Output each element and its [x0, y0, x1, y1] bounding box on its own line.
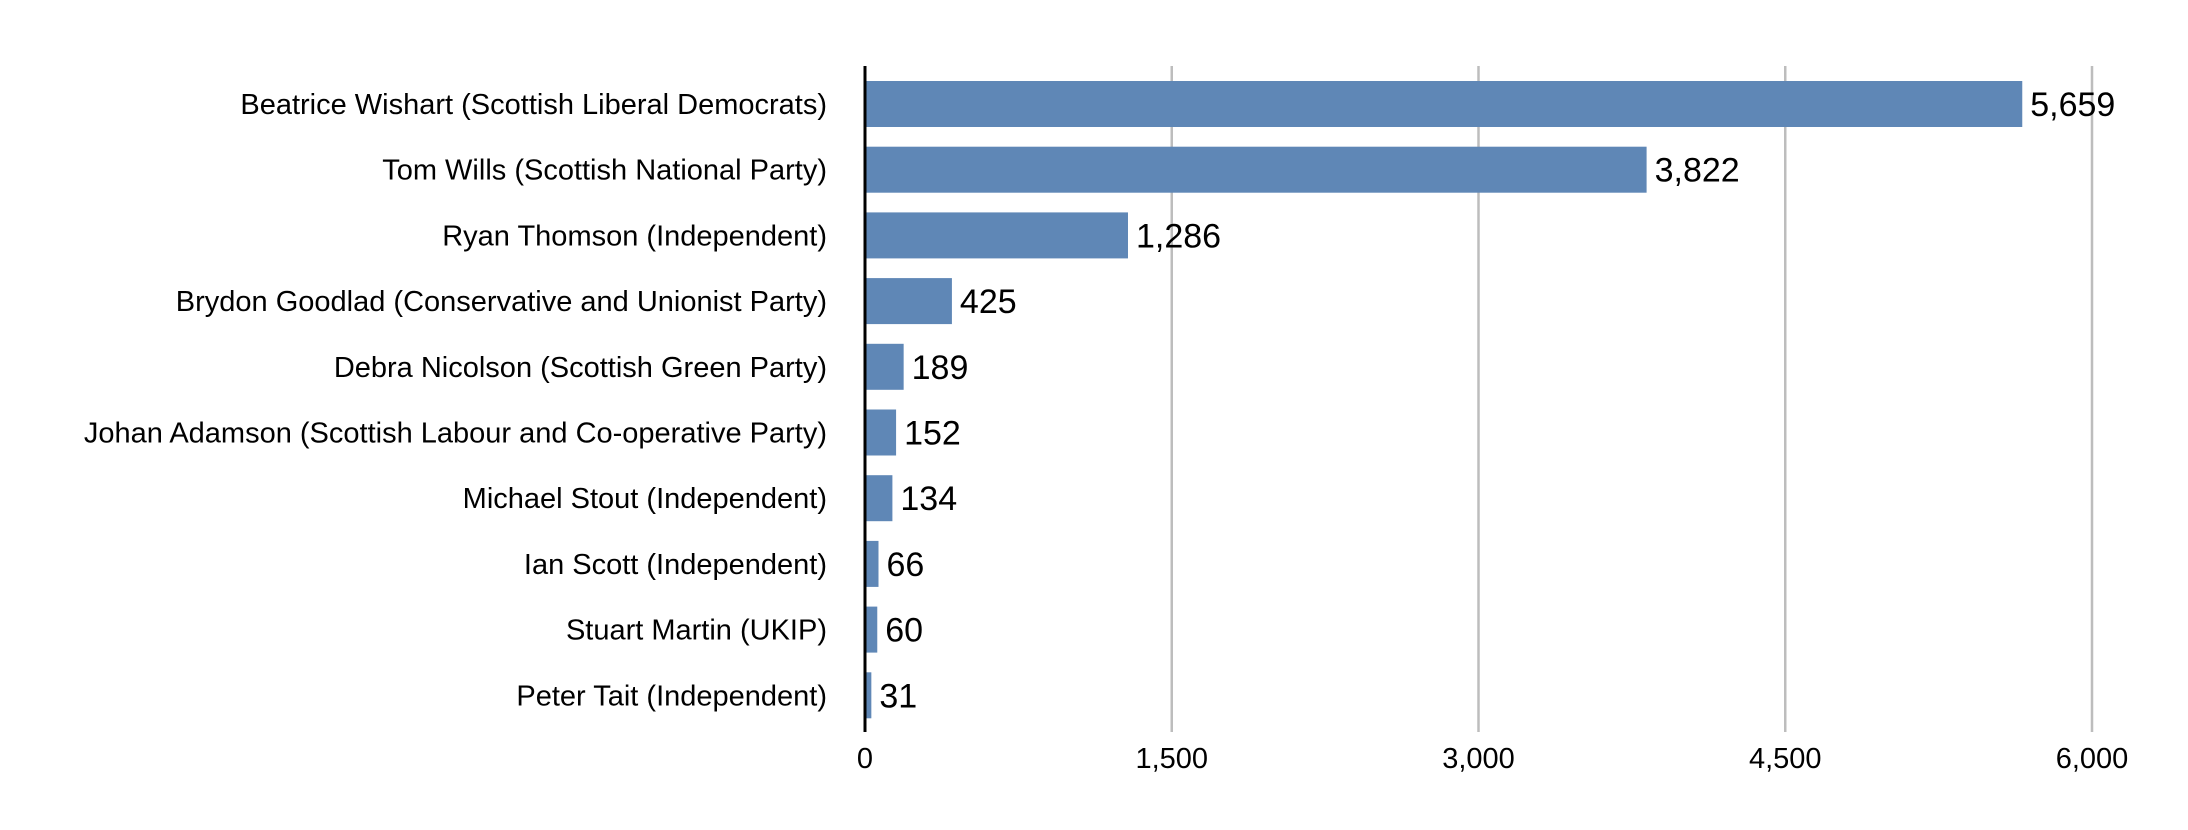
- bar: [865, 278, 952, 325]
- data-label: 1,286: [1136, 217, 1221, 255]
- category-label: Ryan Thomson (Independent): [442, 220, 827, 252]
- bar: [865, 672, 872, 719]
- category-label: Peter Tait (Independent): [516, 680, 827, 712]
- category-label: Brydon Goodlad (Conservative and Unionis…: [176, 286, 827, 318]
- data-label: 31: [879, 677, 917, 715]
- category-label: Michael Stout (Independent): [463, 483, 827, 515]
- x-tick-label: 1,500: [1135, 743, 1208, 775]
- x-tick-label: 0: [857, 743, 873, 775]
- category-label: Debra Nicolson (Scottish Green Party): [334, 352, 827, 384]
- data-label: 189: [912, 349, 969, 387]
- labels: 0 1,500 3,000 4,500 6,000 Beatrice Wishart (S…: [84, 86, 2128, 775]
- data-label: 152: [904, 415, 961, 453]
- category-label: Tom Wills (Scottish National Party): [382, 155, 827, 187]
- category-label: Stuart Martin (UKIP): [566, 615, 827, 647]
- bar: [865, 212, 1128, 259]
- category-label: Beatrice Wishart (Scottish Liberal Democ…: [240, 89, 827, 121]
- category-label: Johan Adamson (Scottish Labour and Co-op…: [84, 418, 827, 450]
- x-tick-label: 4,500: [1749, 743, 1822, 775]
- data-label: 66: [886, 546, 924, 584]
- bar: [865, 475, 893, 522]
- bars: [865, 81, 2023, 719]
- bar: [865, 540, 879, 587]
- data-label: 134: [900, 480, 957, 518]
- data-label: 3,822: [1655, 152, 1740, 190]
- data-label: 60: [885, 612, 923, 650]
- bar: [865, 146, 1647, 193]
- bar: [865, 409, 897, 456]
- category-label: Ian Scott (Independent): [524, 549, 827, 581]
- x-tick-label: 6,000: [2056, 743, 2129, 775]
- bar: [865, 343, 904, 390]
- data-label: 425: [960, 283, 1017, 321]
- bar: [865, 81, 2023, 127]
- data-label: 5,659: [2030, 86, 2115, 124]
- x-tick-label: 3,000: [1442, 743, 1515, 775]
- bar: [865, 606, 878, 653]
